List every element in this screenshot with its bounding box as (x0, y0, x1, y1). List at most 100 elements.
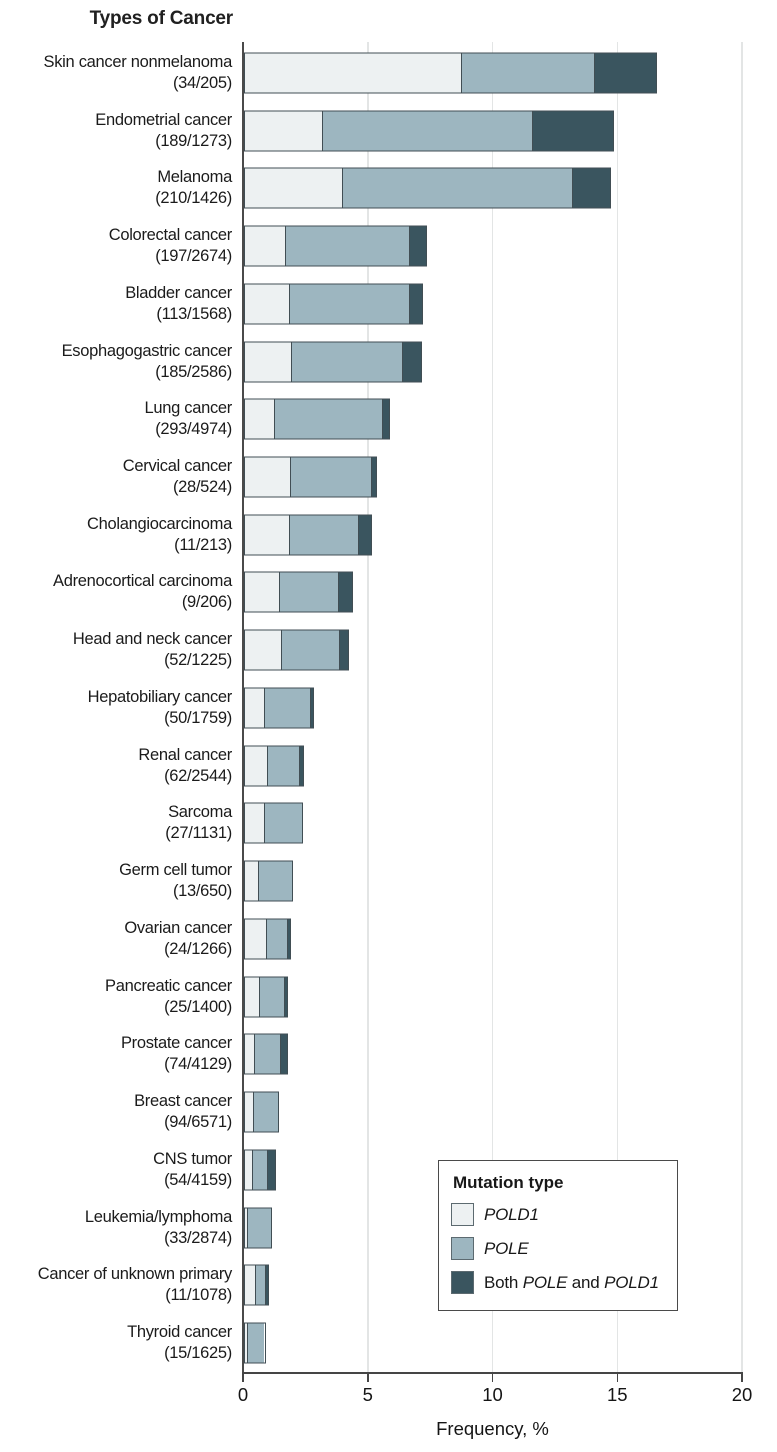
bar-segment-pole (322, 111, 533, 151)
bar-segment-both (286, 919, 290, 959)
bar-segment-pold1 (244, 688, 265, 728)
axis-tick-5 (367, 1374, 369, 1382)
category-count: (11/213) (174, 535, 232, 554)
bar-segment-pold1 (244, 515, 290, 555)
legend-entry: Both POLE and POLD1 (451, 1271, 665, 1294)
bar-segment-pold1 (244, 746, 267, 786)
bar-rows: Skin cancer nonmelanoma (34/205) Endometri… (0, 44, 777, 1372)
category-label: Skin cancer nonmelanoma (34/205) (0, 52, 233, 94)
category-count: (15/1625) (164, 1344, 232, 1363)
axis-tick-label-10: 10 (482, 1384, 503, 1405)
legend-entry: POLE (451, 1237, 665, 1260)
category-name: Germ cell tumor (119, 861, 232, 880)
table-row: Colorectal cancer (197/2674) (0, 217, 777, 275)
category-name: Renal cancer (138, 745, 232, 764)
bar-segment-both (309, 688, 314, 728)
category-count: (52/1225) (164, 651, 232, 670)
stacked-bar (243, 1033, 289, 1075)
stacked-bar (243, 745, 305, 787)
stacked-bar (243, 802, 304, 844)
category-name: Breast cancer (134, 1092, 232, 1111)
bar-segment-pold1 (244, 111, 322, 151)
bar-segment-pole (266, 746, 300, 786)
category-count: (189/1273) (155, 131, 232, 150)
category-name: Melanoma (157, 168, 232, 187)
stacked-bar (243, 629, 350, 671)
gridline-10 (491, 42, 494, 1373)
category-count: (25/1400) (164, 997, 232, 1016)
axis-tick-label-15: 15 (606, 1384, 628, 1405)
bar-segment-pole (264, 688, 310, 728)
category-name: Cholangiocarcinoma (86, 514, 232, 533)
bar-segment-both (265, 1265, 268, 1305)
bar-segment-pole (281, 630, 340, 670)
category-name: Leukemia/lymphoma (84, 1207, 232, 1226)
bar-segment-pole (252, 1092, 279, 1132)
category-label: Colorectal cancer (197/2674) (0, 225, 233, 267)
stacked-bar (243, 1149, 276, 1191)
category-name: Cervical cancer (122, 457, 233, 475)
bar-segment-pold1 (244, 803, 265, 843)
bar-segment-pole (252, 1150, 267, 1190)
stacked-bar (243, 167, 611, 209)
bar-segment-pold1 (244, 284, 290, 324)
bar-segment-pole (265, 919, 287, 959)
category-count: (185/2586) (155, 362, 232, 381)
stacked-bar (243, 283, 424, 325)
category-count: (27/1131) (165, 824, 232, 843)
category-count: (197/2674) (155, 247, 232, 266)
category-count: (54/4159) (164, 1170, 232, 1189)
category-label: Germ cell tumor (13/650) (0, 860, 232, 902)
table-row: Germ cell tumor (13/650) (0, 852, 777, 910)
legend-swatch-icon (451, 1271, 474, 1294)
legend-entry: POLD1 (451, 1203, 665, 1226)
bar-segment-pole (264, 803, 303, 843)
category-name: Hepatobiliary cancer (87, 687, 233, 706)
table-row: Ovarian cancer (24/1266) (0, 910, 777, 968)
axis-tick-15 (616, 1374, 618, 1382)
table-row: Bladder cancer (113/1568) (0, 275, 777, 333)
bar-segment-both (358, 515, 372, 555)
legend-swatch-icon (451, 1203, 474, 1226)
category-count: (62/2544) (164, 766, 232, 785)
bar-segment-pole (258, 977, 285, 1017)
bar-segment-both (299, 746, 304, 786)
category-label: Melanoma (210/1426) (0, 167, 232, 209)
category-count: (28/524) (172, 478, 232, 496)
bar-segment-pold1 (244, 1092, 253, 1132)
x-axis-line (242, 1372, 743, 1374)
bar-segment-pold1 (244, 919, 266, 959)
axis-tick-label-20: 20 (731, 1384, 753, 1405)
stacked-bar (243, 1264, 269, 1306)
x-axis-title: Frequency, % (436, 1418, 549, 1439)
stacked-bar (243, 918, 291, 960)
table-row: Cholangiocarcinoma (11/213) (0, 506, 777, 564)
category-name: CNS tumor (153, 1149, 232, 1168)
category-count: (9/206) (181, 593, 232, 612)
category-count: (210/1426) (155, 189, 232, 208)
bar-segment-pole (342, 168, 573, 208)
category-name: Colorectal cancer (108, 226, 233, 245)
table-row: Leukemia/lymphoma (33/2874) (0, 1199, 777, 1257)
bar-segment-pole (273, 399, 382, 439)
category-label: Cholangiocarcinoma (11/213) (0, 514, 232, 556)
bar-segment-pole (289, 284, 410, 324)
bar-segment-pole (254, 1034, 280, 1074)
axis-tick-10 (491, 1374, 494, 1382)
category-name: Head and neck cancer (72, 630, 232, 649)
bar-segment-pole (247, 1323, 264, 1363)
category-name: Pancreatic cancer (105, 976, 232, 995)
stacked-bar (243, 52, 658, 94)
table-row: Melanoma (210/1426) (0, 159, 777, 217)
category-name: Bladder cancer (125, 283, 232, 302)
table-row: Thyroid cancer (15/1625) (0, 1314, 777, 1372)
category-label: Leukemia/lymphoma (33/2874) (0, 1207, 232, 1249)
bar-segment-pold1 (244, 1208, 248, 1248)
legend-box: Mutation type POLD1 POLE Both POLE and POL… (438, 1160, 678, 1311)
category-label: Head and neck cancer (52/1225) (0, 629, 232, 671)
category-label: Pancreatic cancer (25/1400) (0, 976, 232, 1018)
bar-segment-both (572, 168, 610, 208)
category-label: Ovarian cancer (24/1266) (0, 918, 232, 960)
bar-segment-pold1 (244, 53, 462, 93)
